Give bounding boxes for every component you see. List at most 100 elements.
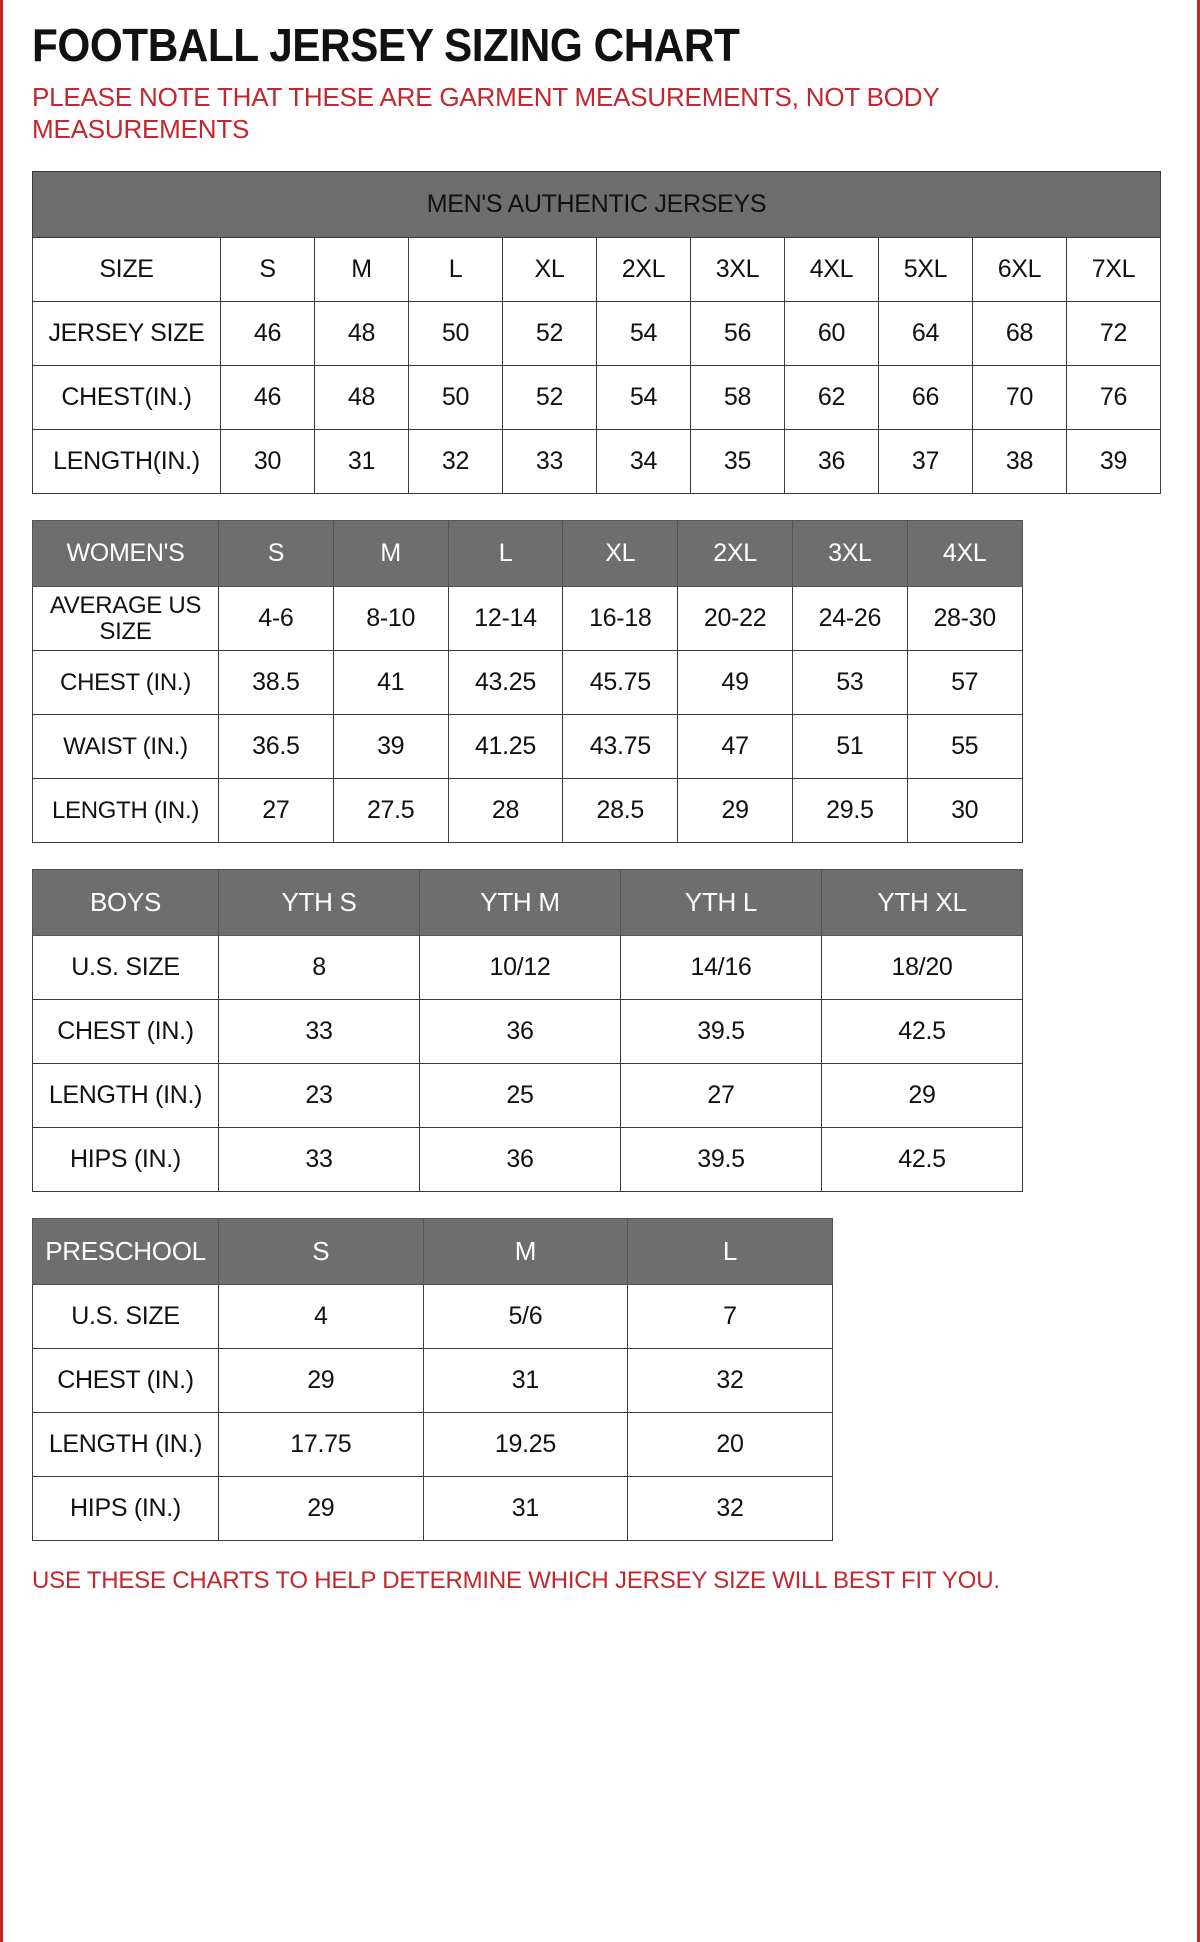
- cell: 41.25: [447, 714, 564, 780]
- cell: 27.5: [332, 778, 449, 844]
- mens-sizing-table: MEN'S AUTHENTIC JERSEYS SIZE S M L XL 2X…: [32, 171, 1161, 495]
- table-row: LENGTH (IN.) 17.75 19.25 20: [32, 1412, 833, 1478]
- cell: 16-18: [562, 586, 679, 652]
- preschool-sizing-table: PRESCHOOL S M L U.S. SIZE 4 5/6 7 CHEST …: [32, 1218, 833, 1542]
- cell: 33: [218, 999, 420, 1065]
- cell: 38: [972, 429, 1067, 495]
- cell: 31: [314, 429, 409, 495]
- cell: 48: [314, 301, 409, 367]
- womens-row-label-chest: CHEST (IN.): [32, 650, 219, 716]
- boys-row-label-length: LENGTH (IN.): [32, 1063, 219, 1129]
- cell: 43.25: [447, 650, 564, 716]
- cell: 18/20: [821, 935, 1023, 1001]
- preschool-row-label-hips: HIPS (IN.): [32, 1476, 219, 1542]
- preschool-row-label-length: LENGTH (IN.): [32, 1412, 219, 1478]
- preschool-row-label-header: PRESCHOOL: [32, 1218, 219, 1286]
- cell: 27: [620, 1063, 822, 1129]
- mens-row-label-jersey-size: JERSEY SIZE: [32, 301, 221, 367]
- cell: 50: [408, 301, 503, 367]
- cell: 20: [627, 1412, 833, 1478]
- cell: 66: [878, 365, 973, 431]
- cell: 25: [419, 1063, 621, 1129]
- preschool-header-row: PRESCHOOL S M L: [32, 1218, 833, 1286]
- cell: 31: [422, 1348, 629, 1414]
- boys-row-label-header: BOYS: [32, 869, 219, 937]
- cell: 29.5: [791, 778, 908, 844]
- cell: 38.5: [218, 650, 334, 716]
- cell: 36: [784, 429, 879, 495]
- cell: 36: [419, 1127, 621, 1193]
- mens-header-row: SIZE S M L XL 2XL 3XL 4XL 5XL 6XL 7XL: [32, 237, 1161, 303]
- page-title: FOOTBALL JERSEY SIZING CHART: [32, 19, 740, 71]
- womens-col-3xl: 3XL: [791, 520, 908, 588]
- mens-col-2xl: 2XL: [596, 237, 691, 303]
- cell: 29: [821, 1063, 1023, 1129]
- mens-col-6xl: 6XL: [972, 237, 1067, 303]
- preschool-row-label-us-size: U.S. SIZE: [32, 1284, 219, 1350]
- mens-col-s: S: [220, 237, 315, 303]
- cell: 24-26: [791, 586, 908, 652]
- table-row: U.S. SIZE 4 5/6 7: [32, 1284, 833, 1350]
- table-row: AVERAGE US SIZE 4-6 8-10 12-14 16-18 20-…: [32, 586, 1023, 652]
- mens-col-4xl: 4XL: [784, 237, 879, 303]
- table-row: HIPS (IN.) 29 31 32: [32, 1476, 833, 1542]
- cell: 28-30: [906, 586, 1023, 652]
- cell: 42.5: [821, 1127, 1023, 1193]
- womens-col-2xl: 2XL: [677, 520, 793, 588]
- mens-band-title-label: MEN'S AUTHENTIC JERSEYS: [32, 171, 1161, 239]
- womens-col-4xl: 4XL: [906, 520, 1023, 588]
- cell: 50: [408, 365, 503, 431]
- cell: 27: [218, 778, 334, 844]
- cell: 17.75: [218, 1412, 424, 1478]
- cell: 53: [791, 650, 908, 716]
- cell: 31: [422, 1476, 629, 1542]
- footer-note: USE THESE CHARTS TO HELP DETERMINE WHICH…: [32, 1567, 1000, 1595]
- cell: 33: [218, 1127, 420, 1193]
- boys-col-yth-m: YTH M: [419, 869, 621, 937]
- boys-col-yth-s: YTH S: [218, 869, 420, 937]
- cell: 39: [332, 714, 449, 780]
- womens-col-xl: XL: [562, 520, 679, 588]
- cell: 52: [502, 365, 597, 431]
- cell: 29: [218, 1348, 424, 1414]
- cell: 8: [218, 935, 420, 1001]
- cell: 39.5: [620, 999, 822, 1065]
- cell: 30: [906, 778, 1023, 844]
- cell: 42.5: [821, 999, 1023, 1065]
- preschool-col-l: L: [627, 1218, 833, 1286]
- table-row: WAIST (IN.) 36.5 39 41.25 43.75 47 51 55: [32, 714, 1023, 780]
- cell: 32: [408, 429, 503, 495]
- mens-row-label-length: LENGTH(IN.): [32, 429, 221, 495]
- cell: 58: [690, 365, 785, 431]
- cell: 28: [447, 778, 564, 844]
- table-row: CHEST(IN.) 46 48 50 52 54 58 62 66 70 76: [32, 365, 1161, 431]
- cell: 5/6: [422, 1284, 629, 1350]
- womens-row-label-waist: WAIST (IN.): [32, 714, 219, 780]
- womens-row-label-length: LENGTH (IN.): [32, 778, 219, 844]
- cell: 52: [502, 301, 597, 367]
- cell: 36.5: [218, 714, 334, 780]
- cell: 20-22: [677, 586, 793, 652]
- table-row: CHEST (IN.) 29 31 32: [32, 1348, 833, 1414]
- womens-col-l: L: [447, 520, 564, 588]
- cell: 62: [784, 365, 879, 431]
- cell: 54: [596, 365, 691, 431]
- cell: 10/12: [419, 935, 621, 1001]
- cell: 76: [1066, 365, 1161, 431]
- boys-row-label-chest: CHEST (IN.): [32, 999, 219, 1065]
- mens-row-label-chest: CHEST(IN.): [32, 365, 221, 431]
- cell: 43.75: [562, 714, 679, 780]
- cell: 49: [677, 650, 793, 716]
- cell: 32: [627, 1348, 833, 1414]
- table-row: HIPS (IN.) 33 36 39.5 42.5: [32, 1127, 1023, 1193]
- mens-table-band-title: MEN'S AUTHENTIC JERSEYS: [32, 171, 1161, 239]
- cell: 68: [972, 301, 1067, 367]
- cell: 56: [690, 301, 785, 367]
- womens-col-m: M: [332, 520, 449, 588]
- mens-col-3xl: 3XL: [690, 237, 785, 303]
- mens-col-l: L: [408, 237, 503, 303]
- cell: 12-14: [447, 586, 564, 652]
- cell: 60: [784, 301, 879, 367]
- mens-col-m: M: [314, 237, 409, 303]
- cell: 37: [878, 429, 973, 495]
